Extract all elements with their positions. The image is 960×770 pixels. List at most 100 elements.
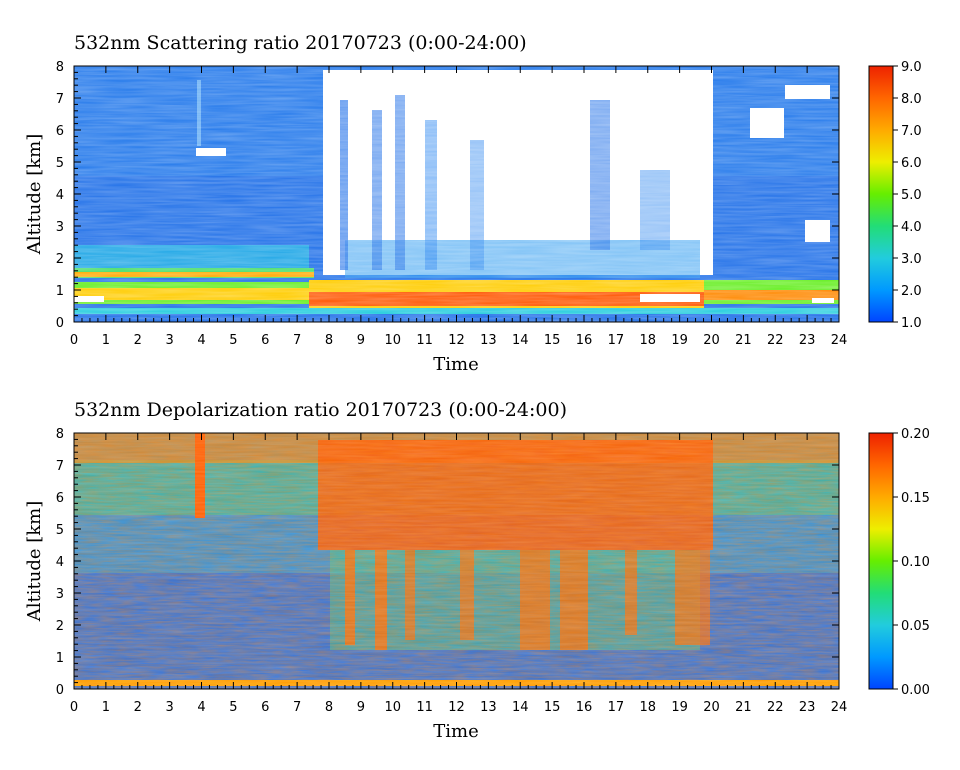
scattering-y-tick-label: 1 [56, 284, 64, 299]
depolarization-x-tick-label: 7 [293, 700, 301, 715]
scattering-x-label: Time [433, 354, 478, 375]
scattering-x-tick-label: 0 [70, 333, 78, 348]
depolarization-colorbar-tick-label: 0.10 [901, 555, 930, 570]
depolarization-x-tick-label: 24 [831, 700, 848, 715]
depolarization-colorbar: 0.00 0.05 0.10 0.15 0.20 [868, 427, 930, 698]
scattering-colorbar-tick-label: 8.0 [901, 92, 922, 107]
depolarization-panel: 532nm Depolarization ratio 20170723 (0:0… [24, 399, 930, 742]
scattering-x-tick-label: 22 [767, 333, 784, 348]
scattering-x-tick-label: 15 [544, 333, 561, 348]
depolarization-x-tick-label: 18 [639, 700, 656, 715]
depolarization-x-tick-label: 17 [608, 700, 625, 715]
depolarization-x-label: Time [433, 721, 478, 742]
scattering-x-tick-label: 2 [134, 333, 142, 348]
scattering-x-tick-label: 21 [735, 333, 752, 348]
depolarization-y-tick-label: 0 [56, 683, 64, 698]
scattering-colorbar-ticks: 1.0 2.0 3.0 4.0 5.0 6.0 7.0 8.0 9.0 [893, 60, 922, 331]
scattering-y-tick-label: 5 [56, 156, 64, 171]
depolarization-x-tick-label: 0 [70, 700, 78, 715]
depolarization-x-tick-label: 20 [703, 700, 720, 715]
scattering-x-tick-label: 9 [357, 333, 365, 348]
depolarization-x-tick-label: 8 [325, 700, 333, 715]
scattering-x-tick-label: 1 [102, 333, 110, 348]
depolarization-x-tick-label: 6 [261, 700, 269, 715]
depolarization-x-tick-label: 15 [544, 700, 561, 715]
scattering-colorbar-tick-label: 2.0 [901, 284, 922, 299]
scattering-x-tick-label: 19 [671, 333, 688, 348]
scattering-colorbar: 1.0 2.0 3.0 4.0 5.0 6.0 7.0 8.0 9.0 [868, 60, 922, 331]
depolarization-x-tick-label: 23 [799, 700, 816, 715]
depolarization-y-tick-label: 6 [56, 491, 64, 506]
scattering-colorbar-tick-label: 9.0 [901, 60, 922, 75]
depolarization-title: 532nm Depolarization ratio 20170723 (0:0… [74, 399, 567, 421]
scattering-colorbar-tick-label: 4.0 [901, 220, 922, 235]
scattering-x-tick-label: 18 [639, 333, 656, 348]
depolarization-texture-2 [74, 433, 839, 689]
scattering-y-tick-label: 2 [56, 252, 64, 267]
depolarization-y-label: Altitude [km] [24, 501, 45, 623]
scattering-colorbar-tick-label: 5.0 [901, 188, 922, 203]
depolarization-x-tick-label: 16 [576, 700, 593, 715]
scattering-x-tick-label: 6 [261, 333, 269, 348]
scattering-colorbar-tick-label: 6.0 [901, 156, 922, 171]
scattering-colorbar-scale [868, 65, 894, 323]
depolarization-x-tick-label: 12 [448, 700, 465, 715]
scattering-panel: 532nm Scattering ratio 20170723 (0:00-24… [24, 32, 922, 375]
depolarization-colorbar-ticks: 0.00 0.05 0.10 0.15 0.20 [893, 427, 930, 698]
scattering-x-tick-label: 3 [165, 333, 173, 348]
depolarization-x-tick-label: 1 [102, 700, 110, 715]
depolarization-colorbar-tick-label: 0.15 [901, 491, 930, 506]
depolarization-x-tick-label: 13 [480, 700, 497, 715]
depolarization-x-tick-label: 5 [229, 700, 237, 715]
scattering-x-axis: 0 1 2 3 4 5 6 7 8 9 10 11 12 13 14 15 16 17 18 19 20 21 22 23 24 [70, 66, 847, 348]
scattering-x-tick-label: 24 [831, 333, 848, 348]
scattering-colorbar-tick-label: 7.0 [901, 124, 922, 139]
depolarization-x-tick-label: 10 [384, 700, 401, 715]
depolarization-y-tick-label: 7 [56, 459, 64, 474]
scattering-x-tick-label: 11 [416, 333, 433, 348]
scattering-x-tick-label: 4 [197, 333, 205, 348]
scattering-x-tick-label: 16 [576, 333, 593, 348]
depolarization-x-tick-label: 21 [735, 700, 752, 715]
scattering-x-tick-label: 7 [293, 333, 301, 348]
depolarization-x-tick-label: 19 [671, 700, 688, 715]
scattering-heatmap [74, 66, 839, 322]
scattering-y-axis: 0 1 2 3 4 5 6 7 8 [56, 60, 839, 331]
depolarization-colorbar-tick-label: 0.20 [901, 427, 930, 442]
scattering-texture [74, 66, 839, 322]
scattering-x-tick-label: 20 [703, 333, 720, 348]
depolarization-x-tick-label: 2 [134, 700, 142, 715]
depolarization-colorbar-tick-label: 0.00 [901, 683, 930, 698]
depolarization-x-tick-label: 3 [165, 700, 173, 715]
depolarization-y-tick-label: 4 [56, 555, 64, 570]
scattering-x-tick-label: 12 [448, 333, 465, 348]
scattering-x-tick-label: 23 [799, 333, 816, 348]
scattering-y-tick-label: 8 [56, 60, 64, 75]
scattering-x-tick-label: 5 [229, 333, 237, 348]
scattering-x-tick-label: 17 [608, 333, 625, 348]
depolarization-colorbar-scale [868, 432, 894, 690]
scattering-y-label: Altitude [km] [24, 134, 45, 256]
depolarization-y-tick-label: 3 [56, 587, 64, 602]
depolarization-x-tick-label: 9 [357, 700, 365, 715]
scattering-y-tick-label: 3 [56, 220, 64, 235]
depolarization-y-tick-label: 1 [56, 651, 64, 666]
scattering-x-tick-label: 13 [480, 333, 497, 348]
depolarization-y-tick-label: 8 [56, 427, 64, 442]
scattering-colorbar-tick-label: 3.0 [901, 252, 922, 267]
depolarization-y-tick-label: 2 [56, 619, 64, 634]
scattering-x-tick-label: 10 [384, 333, 401, 348]
depolarization-x-tick-label: 22 [767, 700, 784, 715]
scattering-y-tick-label: 7 [56, 92, 64, 107]
scattering-colorbar-tick-label: 1.0 [901, 316, 922, 331]
depolarization-y-tick-label: 5 [56, 523, 64, 538]
depolarization-heatmap [74, 433, 839, 689]
depolarization-colorbar-tick-label: 0.05 [901, 619, 930, 634]
scattering-x-tick-label: 14 [512, 333, 529, 348]
depolarization-y-axis: 0 1 2 3 4 5 6 7 8 [56, 427, 839, 698]
scattering-x-tick-label: 8 [325, 333, 333, 348]
depolarization-x-tick-label: 11 [416, 700, 433, 715]
depolarization-x-tick-label: 4 [197, 700, 205, 715]
scattering-y-tick-label: 6 [56, 124, 64, 139]
